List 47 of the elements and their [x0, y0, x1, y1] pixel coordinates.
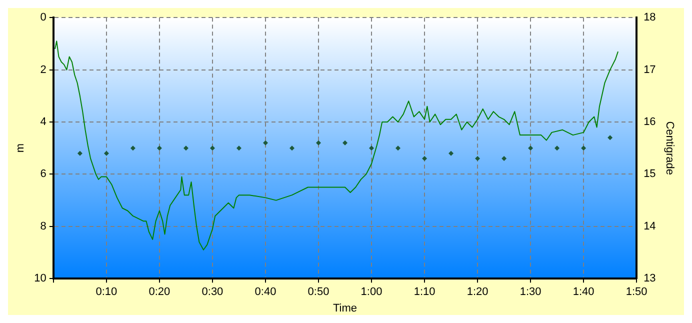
point: [396, 146, 401, 151]
y-tick-label: 2: [40, 64, 46, 76]
x-tick-label: 1:30: [520, 286, 542, 298]
y-tick-label: 4: [40, 116, 46, 128]
point: [369, 146, 374, 151]
y2-axis-title: Centigrade: [663, 121, 676, 176]
point: [342, 140, 348, 146]
point: [130, 146, 136, 151]
point: [554, 146, 560, 151]
x-tick-label: 0:50: [308, 286, 330, 298]
point: [289, 146, 294, 151]
y-tick-label: 10: [34, 272, 46, 285]
point: [528, 146, 534, 151]
point: [77, 150, 82, 156]
point: [502, 156, 507, 162]
point: [448, 150, 454, 156]
x-tick-label: 0:20: [148, 286, 170, 298]
y-tick-label: 8: [40, 220, 46, 232]
y2-tick-label: 18: [644, 12, 656, 24]
y-axis-title: m: [14, 144, 27, 153]
point: [183, 146, 188, 151]
point: [210, 146, 215, 151]
x-tick-label: 1:50: [626, 286, 648, 298]
point: [475, 156, 480, 162]
y2-tick-label: 14: [644, 220, 656, 232]
point: [104, 150, 109, 156]
y2-tick-label: 17: [644, 64, 656, 76]
x-tick-label: 0:40: [254, 286, 276, 298]
point: [156, 146, 162, 151]
y-tick-label: 0: [40, 12, 46, 24]
point: [581, 146, 586, 151]
point: [422, 156, 428, 162]
x-tick-label: 1:40: [572, 286, 594, 298]
point: [608, 135, 613, 140]
point: [316, 140, 321, 146]
x-axis-title: Time: [332, 302, 358, 314]
point: [236, 146, 242, 151]
x-tick-label: 1:00: [360, 286, 382, 298]
y-tick-label: 6: [40, 168, 46, 180]
point: [262, 140, 268, 146]
y2-tick-label: 13: [644, 272, 656, 285]
y2-tick-label: 16: [644, 116, 656, 128]
y2-tick-label: 15: [644, 168, 656, 180]
x-tick-label: 0:10: [96, 286, 118, 298]
x-tick-label: 0:30: [202, 286, 224, 298]
x-tick-label: 1:10: [414, 286, 436, 298]
x-tick-label: 1:20: [466, 286, 488, 298]
